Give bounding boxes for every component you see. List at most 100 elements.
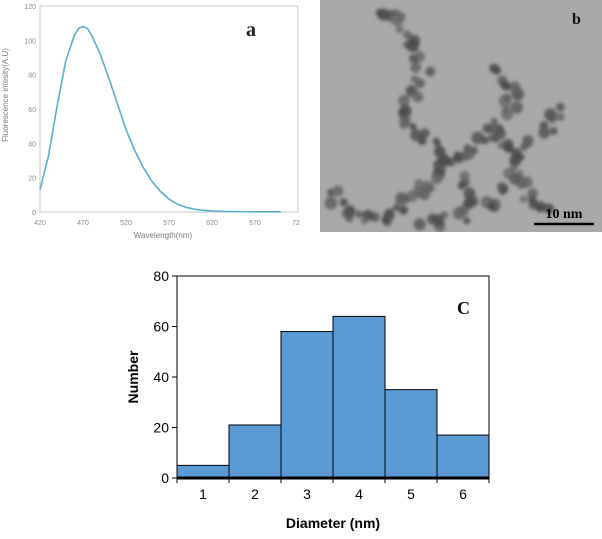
nanoparticle (417, 136, 427, 146)
tem-micrograph: b 10 nm (320, 0, 602, 232)
nanoparticle (402, 195, 411, 204)
spectrum-x-tick-label: 620 (206, 220, 218, 227)
nanoparticle (412, 91, 424, 103)
nanoparticle (399, 115, 411, 127)
histogram-bar (384, 389, 438, 479)
nanoparticle (433, 139, 442, 148)
histogram-x-tick-label: 3 (303, 486, 311, 502)
nanoparticle (410, 75, 419, 84)
nanoparticle (413, 218, 426, 231)
spectrum-x-tick-label: 720 (292, 220, 300, 227)
spectrum-y-tick-label: 20 (28, 176, 36, 183)
nanoparticle (555, 102, 565, 112)
spectrum-y-tick-label: 40 (28, 141, 36, 148)
nanoparticle (324, 196, 338, 210)
nanoparticle (459, 170, 470, 182)
histogram-bars (176, 315, 490, 479)
nanoparticle (496, 182, 506, 191)
histogram-y-ticks: 0 20 40 60 80 (153, 268, 177, 486)
nanoparticle (419, 128, 430, 139)
spectrum-x-tick-label: 420 (34, 220, 46, 227)
histogram-x-tick-label: 2 (251, 486, 259, 502)
nanoparticle (544, 108, 557, 121)
histogram-y-tick-label: 0 (161, 470, 169, 486)
nanoparticle (398, 205, 409, 215)
spectrum-x-tick-label: 570 (163, 220, 175, 227)
nanoparticle (482, 123, 493, 134)
histogram-x-tick-label: 5 (407, 486, 415, 502)
spectrum-plot-frame (39, 5, 299, 213)
nanoparticle (521, 176, 533, 188)
nanoparticle (517, 153, 525, 161)
nanoparticle (463, 197, 475, 209)
nanoparticle (538, 126, 550, 139)
nanoparticle (427, 213, 438, 225)
histogram-y-axis-label: Number (125, 350, 141, 403)
fluorescence-spectrum-chart: 0 20 40 60 80 100 120 420 470 520 570 620 670 720 Fl… (0, 0, 304, 245)
spectrum-series-line (39, 25, 281, 213)
nanoparticle (431, 173, 443, 185)
size-histogram-chart: 0 20 40 60 80 1 2 3 4 5 6 Number Diameter (nm) C (120, 262, 510, 534)
spectrum-x-tick-label: 670 (249, 220, 261, 227)
scale-bar-label: 10 nm (546, 207, 583, 222)
spectrum-y-tick-label: 100 (24, 38, 36, 45)
spectrum-x-ticks: 420 470 520 570 620 670 720 (34, 220, 304, 227)
nanoparticle (410, 62, 422, 73)
nanoparticle (339, 198, 348, 207)
histogram-y-tick-label: 40 (153, 369, 169, 385)
nanoparticle (491, 134, 500, 143)
panel-b-label: b (572, 11, 581, 28)
nanoparticle (332, 185, 344, 197)
histogram-bar (332, 315, 386, 479)
histogram-bar (176, 464, 230, 479)
nanoparticle (342, 207, 355, 220)
spectrum-y-tick-label: 60 (28, 107, 36, 114)
nanoparticle (497, 142, 506, 150)
nanoparticle (535, 201, 546, 212)
spectrum-y-tick-label: 0 (32, 210, 36, 217)
nanoparticle (487, 202, 496, 211)
histogram-bar (280, 331, 334, 479)
nanoparticle (503, 143, 514, 153)
spectrum-y-ticks: 0 20 40 60 80 100 120 (24, 4, 36, 217)
nanoparticle (360, 216, 369, 225)
nanoparticle (510, 101, 524, 114)
spectrum-y-axis-label: Fluorescence intesity(A.U) (1, 48, 10, 142)
nanoparticle (439, 155, 451, 167)
spectrum-x-tick-label: 520 (120, 220, 132, 227)
tem-svg: b 10 nm (320, 0, 602, 232)
nanoparticle (489, 63, 499, 73)
nanoparticle (501, 108, 514, 121)
histogram-y-tick-label: 20 (153, 420, 169, 436)
spectrum-y-tick-label: 80 (28, 73, 36, 80)
panel-c-label: C (457, 298, 470, 318)
nanoparticle (355, 210, 363, 218)
histogram-y-tick-label: 80 (153, 268, 169, 284)
nanoparticle (384, 208, 395, 218)
panel-a-label: a (246, 19, 256, 41)
nanoparticle (403, 30, 412, 39)
nanoparticle (390, 13, 404, 27)
nanoparticle (501, 81, 511, 91)
nanoparticle (381, 216, 390, 224)
spectrum-y-tick-label: 120 (24, 4, 36, 11)
nanoparticle (519, 195, 528, 203)
nanoparticle (543, 203, 555, 215)
spectrum-svg: 0 20 40 60 80 100 120 420 470 520 570 620 670 720 Fl… (1, 4, 304, 240)
nanoparticle (398, 94, 410, 107)
nanoparticle (392, 203, 400, 211)
histogram-x-tick-label: 1 (199, 486, 207, 502)
nanoparticle (503, 93, 511, 102)
histogram-y-tick-label: 60 (153, 319, 169, 335)
histogram-bar (228, 424, 282, 479)
nanoparticle (457, 181, 466, 190)
nanoparticle (556, 112, 565, 121)
nanoparticle (452, 207, 466, 220)
nanoparticle (406, 85, 416, 95)
nanoparticle (490, 117, 498, 125)
histogram-x-tick-label: 6 (459, 486, 467, 502)
spectrum-x-tick-label: 470 (77, 220, 89, 227)
nanoparticle (395, 25, 404, 34)
nanoparticle (406, 39, 420, 53)
nanoparticle (398, 104, 412, 118)
